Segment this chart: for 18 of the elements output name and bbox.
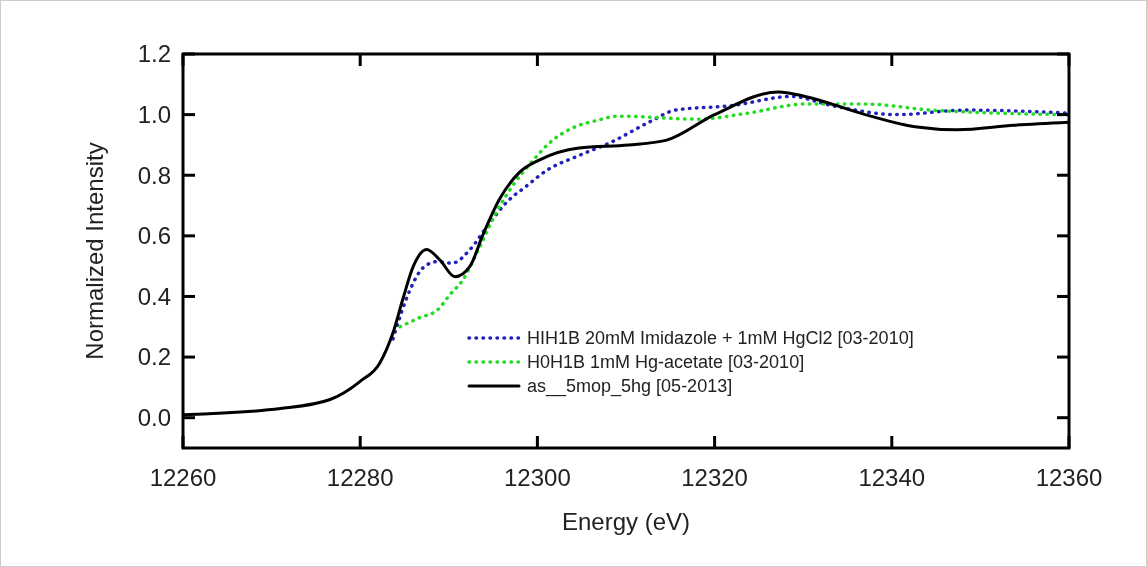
x-tick-label: 12360 <box>1035 464 1103 491</box>
x-axis-title: Energy (eV) <box>561 508 691 535</box>
x-tick-label: 12320 <box>681 464 748 491</box>
x-tick-label: 12260 <box>149 464 217 491</box>
y-tick-label: 0.6 <box>137 222 171 250</box>
y-tick-label: 1.0 <box>137 101 171 129</box>
y-tick-label: 1.2 <box>137 40 171 68</box>
y-tick-label: 0.2 <box>137 343 171 371</box>
x-tick-label: 12340 <box>858 464 926 491</box>
y-tick-label: 0.8 <box>137 161 171 189</box>
x-tick-label: 12300 <box>504 464 571 491</box>
legend-label: HIH1B 20mM Imidazole + 1mM HgCl2 [03-2010] <box>527 328 914 349</box>
y-tick-label: 0.0 <box>137 404 171 432</box>
y-tick-label: 0.4 <box>137 282 171 310</box>
legend-label: as__5mop_5hg [05-2013] <box>527 376 733 398</box>
x-tick-label: 12280 <box>326 464 394 491</box>
legend-label: H0H1B 1mM Hg-acetate [03-2010] <box>527 352 805 373</box>
y-axis-title: Normalized Intensity <box>81 142 108 360</box>
